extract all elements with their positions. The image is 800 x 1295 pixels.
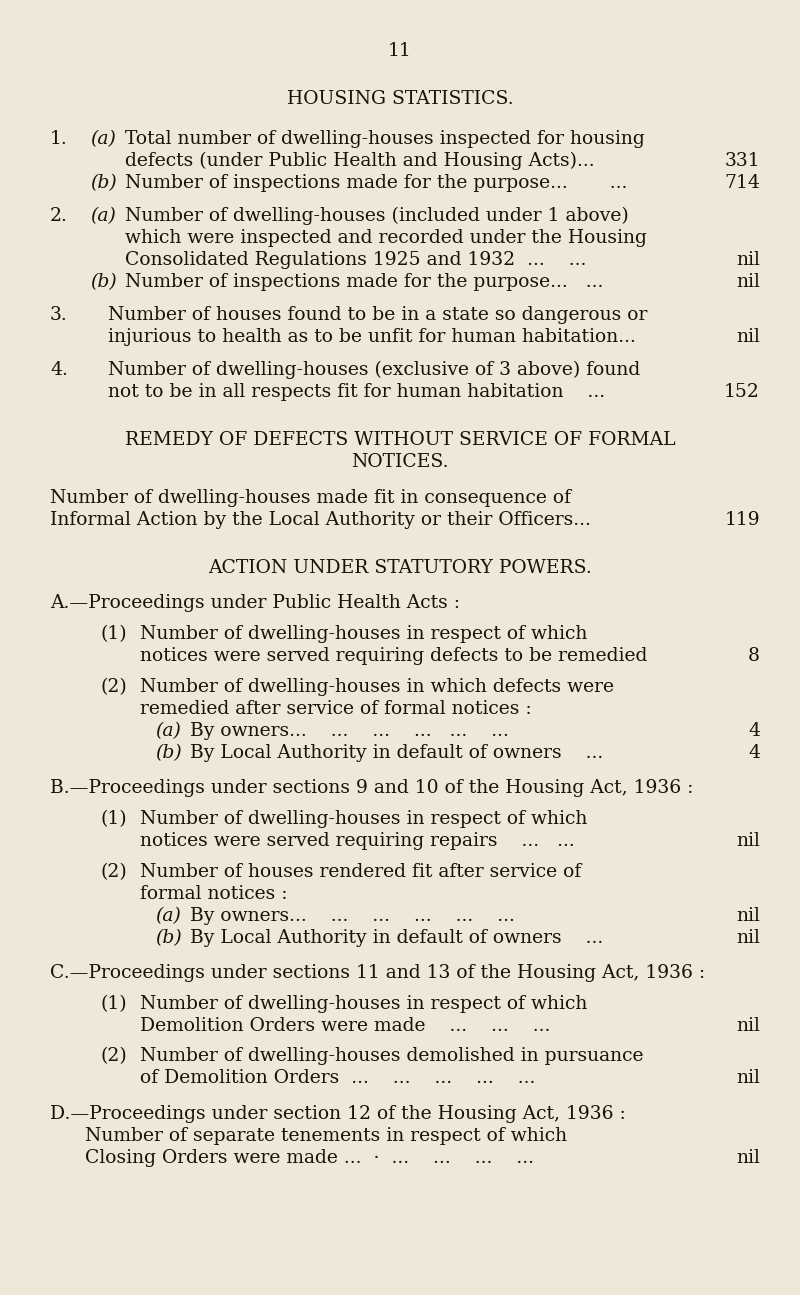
Text: Consolidated Regulations 1925 and 1932  ...    ...: Consolidated Regulations 1925 and 1932 .… — [125, 251, 586, 269]
Text: 119: 119 — [724, 510, 760, 528]
Text: Number of houses found to be in a state so dangerous or: Number of houses found to be in a state … — [108, 306, 647, 324]
Text: NOTICES.: NOTICES. — [351, 453, 449, 471]
Text: injurious to health as to be unfit for human habitation...: injurious to health as to be unfit for h… — [108, 328, 636, 346]
Text: (b): (b) — [155, 743, 182, 761]
Text: Closing Orders were made ...  ·  ...    ...    ...    ...: Closing Orders were made ... · ... ... .… — [85, 1149, 534, 1167]
Text: 714: 714 — [724, 174, 760, 192]
Text: Number of dwelling-houses demolished in pursuance: Number of dwelling-houses demolished in … — [140, 1048, 643, 1066]
Text: (b): (b) — [90, 273, 117, 291]
Text: remedied after service of formal notices :: remedied after service of formal notices… — [140, 699, 532, 717]
Text: (a): (a) — [155, 906, 181, 925]
Text: By owners...    ...    ...    ...   ...    ...: By owners... ... ... ... ... ... — [190, 721, 509, 739]
Text: nil: nil — [736, 273, 760, 291]
Text: (a): (a) — [90, 207, 116, 225]
Text: Demolition Orders were made    ...    ...    ...: Demolition Orders were made ... ... ... — [140, 1017, 550, 1035]
Text: nil: nil — [736, 906, 760, 925]
Text: formal notices :: formal notices : — [140, 884, 287, 903]
Text: ACTION UNDER STATUTORY POWERS.: ACTION UNDER STATUTORY POWERS. — [208, 559, 592, 578]
Text: 2.: 2. — [50, 207, 68, 225]
Text: nil: nil — [736, 328, 760, 346]
Text: nil: nil — [736, 831, 760, 850]
Text: nil: nil — [736, 251, 760, 269]
Text: D.—Proceedings under section 12 of the Housing Act, 1936 :: D.—Proceedings under section 12 of the H… — [50, 1105, 626, 1123]
Text: (b): (b) — [90, 174, 117, 192]
Text: 3.: 3. — [50, 306, 68, 324]
Text: 4: 4 — [748, 743, 760, 761]
Text: Number of houses rendered fit after service of: Number of houses rendered fit after serv… — [140, 862, 582, 881]
Text: By Local Authority in default of owners    ...: By Local Authority in default of owners … — [190, 929, 603, 947]
Text: B.—Proceedings under sections 9 and 10 of the Housing Act, 1936 :: B.—Proceedings under sections 9 and 10 o… — [50, 780, 694, 796]
Text: Informal Action by the Local Authority or their Officers...: Informal Action by the Local Authority o… — [50, 510, 591, 528]
Text: (2): (2) — [100, 1048, 126, 1066]
Text: Number of inspections made for the purpose...       ...: Number of inspections made for the purpo… — [125, 174, 627, 192]
Text: 4: 4 — [748, 721, 760, 739]
Text: notices were served requiring repairs    ...   ...: notices were served requiring repairs ..… — [140, 831, 574, 850]
Text: (a): (a) — [155, 721, 181, 739]
Text: Number of dwelling-houses (exclusive of 3 above) found: Number of dwelling-houses (exclusive of … — [108, 361, 640, 379]
Text: Number of dwelling-houses (included under 1 above): Number of dwelling-houses (included unde… — [125, 207, 629, 225]
Text: of Demolition Orders  ...    ...    ...    ...    ...: of Demolition Orders ... ... ... ... ... — [140, 1070, 535, 1088]
Text: REMEDY OF DEFECTS WITHOUT SERVICE OF FORMAL: REMEDY OF DEFECTS WITHOUT SERVICE OF FOR… — [125, 431, 675, 449]
Text: 4.: 4. — [50, 361, 68, 379]
Text: Number of dwelling-houses made fit in consequence of: Number of dwelling-houses made fit in co… — [50, 488, 571, 506]
Text: HOUSING STATISTICS.: HOUSING STATISTICS. — [286, 91, 514, 109]
Text: not to be in all respects fit for human habitation    ...: not to be in all respects fit for human … — [108, 383, 605, 401]
Text: 152: 152 — [724, 383, 760, 401]
Text: A.—Proceedings under Public Health Acts :: A.—Proceedings under Public Health Acts … — [50, 594, 460, 613]
Text: nil: nil — [736, 1070, 760, 1088]
Text: (2): (2) — [100, 862, 126, 881]
Text: nil: nil — [736, 1149, 760, 1167]
Text: Number of dwelling-houses in respect of which: Number of dwelling-houses in respect of … — [140, 809, 587, 828]
Text: C.—Proceedings under sections 11 and 13 of the Housing Act, 1936 :: C.—Proceedings under sections 11 and 13 … — [50, 963, 705, 982]
Text: (a): (a) — [90, 130, 116, 148]
Text: 8: 8 — [748, 648, 760, 666]
Text: (b): (b) — [155, 929, 182, 947]
Text: Number of dwelling-houses in respect of which: Number of dwelling-houses in respect of … — [140, 625, 587, 644]
Text: Number of inspections made for the purpose...   ...: Number of inspections made for the purpo… — [125, 273, 603, 291]
Text: By owners...    ...    ...    ...    ...    ...: By owners... ... ... ... ... ... — [190, 906, 515, 925]
Text: nil: nil — [736, 929, 760, 947]
Text: Number of separate tenements in respect of which: Number of separate tenements in respect … — [85, 1127, 567, 1145]
Text: notices were served requiring defects to be remedied: notices were served requiring defects to… — [140, 648, 647, 666]
Text: (1): (1) — [100, 809, 126, 828]
Text: By Local Authority in default of owners    ...: By Local Authority in default of owners … — [190, 743, 603, 761]
Text: 331: 331 — [724, 152, 760, 170]
Text: nil: nil — [736, 1017, 760, 1035]
Text: (1): (1) — [100, 995, 126, 1013]
Text: 11: 11 — [388, 41, 412, 60]
Text: (2): (2) — [100, 677, 126, 695]
Text: which were inspected and recorded under the Housing: which were inspected and recorded under … — [125, 229, 647, 247]
Text: Number of dwelling-houses in respect of which: Number of dwelling-houses in respect of … — [140, 995, 587, 1013]
Text: Total number of dwelling-houses inspected for housing: Total number of dwelling-houses inspecte… — [125, 130, 645, 148]
Text: 1.: 1. — [50, 130, 68, 148]
Text: defects (under Public Health and Housing Acts)...: defects (under Public Health and Housing… — [125, 152, 594, 170]
Text: (1): (1) — [100, 625, 126, 644]
Text: Number of dwelling-houses in which defects were: Number of dwelling-houses in which defec… — [140, 677, 614, 695]
